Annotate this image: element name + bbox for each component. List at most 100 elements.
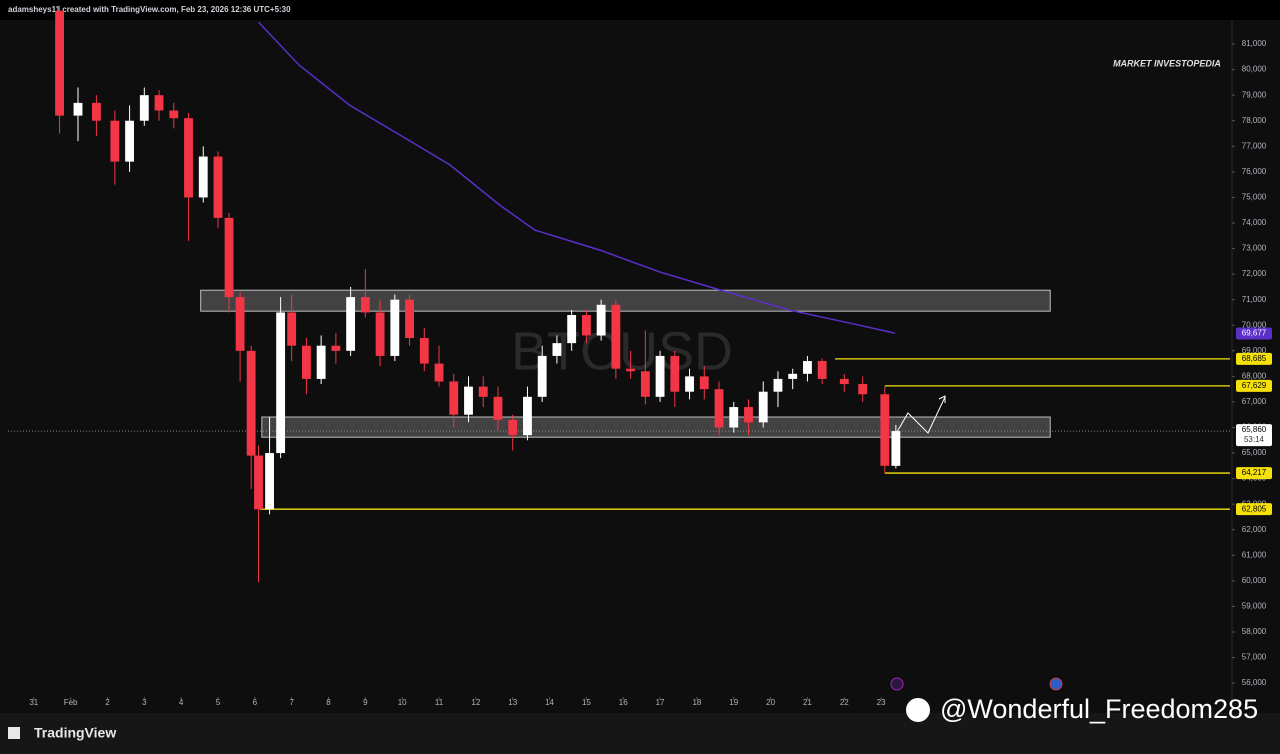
candle-body (405, 299, 414, 339)
y-tick-label: 72,000 (1242, 269, 1267, 278)
ma-tag (1236, 327, 1272, 340)
x-tick-label: Feb (64, 698, 78, 707)
x-tick-label: 2 (105, 698, 110, 707)
y-tick-label: 81,000 (1242, 39, 1267, 48)
candle-body (611, 304, 621, 369)
candle-body (478, 386, 488, 397)
candle-body (508, 419, 518, 436)
x-tick-label: 11 (435, 698, 444, 707)
candle-body (254, 455, 263, 510)
symbol-watermark: BTCUSD (511, 321, 733, 381)
ma-tag-label: 69,677 (1242, 329, 1267, 338)
level-tag (1236, 503, 1272, 516)
x-tick-label: 9 (363, 698, 368, 707)
x-tick-label: 31 (29, 698, 38, 707)
zone (261, 416, 1051, 438)
y-tick-label: 78,000 (1242, 116, 1267, 125)
candle-body (73, 102, 83, 116)
candle-body (184, 118, 193, 198)
candle-body (670, 355, 680, 392)
y-tick-label: 59,000 (1242, 602, 1267, 611)
x-tick-label: 3 (142, 698, 147, 707)
y-tick-label: 77,000 (1242, 141, 1267, 150)
event-icon[interactable] (890, 677, 904, 691)
candle-body (265, 453, 274, 510)
x-tick-label: 21 (803, 698, 812, 707)
candle-body (276, 312, 286, 454)
candle-body (360, 297, 370, 313)
x-tick-label: 23 (877, 698, 886, 707)
y-tick-label: 68,000 (1242, 371, 1267, 380)
candle-body (773, 378, 783, 392)
last-price-label: 65,860 (1242, 425, 1267, 434)
y-tick-label: 57,000 (1242, 653, 1267, 662)
level-tag (1236, 352, 1272, 365)
candle-body (154, 95, 164, 111)
candle-body (655, 355, 665, 397)
level-tag-label: 62,805 (1242, 504, 1267, 513)
candle-body (449, 381, 459, 415)
level-tag-label: 67,629 (1242, 381, 1267, 390)
y-tick-label: 56,000 (1242, 678, 1267, 687)
candle-body (788, 373, 798, 379)
x-tick-label: 22 (840, 698, 849, 707)
y-tick-label: 70,000 (1242, 320, 1267, 329)
candle-body (224, 217, 234, 298)
arrow-head (938, 395, 946, 403)
y-tick-label: 58,000 (1242, 627, 1267, 636)
candle-body (493, 396, 503, 420)
candle-body (110, 120, 120, 162)
x-tick-label: 6 (253, 698, 258, 707)
last-price-tag (1236, 424, 1272, 447)
candle-body (685, 376, 694, 392)
y-tick-label: 62,000 (1242, 525, 1267, 534)
y-tick-label: 67,000 (1242, 397, 1267, 406)
y-tick-label: 71,000 (1242, 295, 1267, 304)
candle-body (744, 407, 753, 423)
flag-icon[interactable] (1049, 677, 1063, 691)
level-tag (1236, 467, 1272, 480)
x-tick-label: 14 (545, 698, 554, 707)
candle-body (125, 120, 134, 162)
x-tick-label: 15 (582, 698, 591, 707)
candle-body (699, 376, 709, 390)
candle-body (375, 312, 385, 356)
candle-body (714, 389, 724, 428)
candle-body (464, 386, 473, 415)
candle-body (891, 431, 901, 466)
x-tick-label: 17 (656, 698, 665, 707)
header-bar (0, 0, 1280, 20)
level-tag-label: 68,685 (1242, 354, 1267, 363)
candle-body (346, 297, 356, 351)
candle-body (331, 345, 341, 351)
x-tick-label: 13 (508, 698, 517, 707)
level-tag (1236, 379, 1272, 392)
header-text: adamsheys11 created with TradingView.com… (8, 5, 291, 14)
x-tick-label: 19 (729, 698, 738, 707)
y-tick-label: 76,000 (1242, 167, 1267, 176)
y-tick-label: 80,000 (1242, 65, 1267, 74)
candle-body (880, 394, 890, 466)
candle-body (758, 391, 768, 423)
candle-body (626, 368, 636, 372)
candle-body (169, 110, 179, 119)
candle-body (316, 345, 326, 379)
x-tick-label: 4 (179, 698, 184, 707)
countdown: 53:14 (1244, 435, 1265, 444)
candle-body (552, 343, 562, 356)
candle-body (301, 345, 311, 379)
x-tick-label: 18 (692, 698, 701, 707)
candle-body (640, 371, 650, 397)
candle-body (581, 315, 591, 336)
x-tick-label: 16 (619, 698, 628, 707)
candle-body (839, 378, 849, 385)
candle-body (91, 102, 101, 121)
y-tick-label: 60,000 (1242, 576, 1267, 585)
y-tick-label: 73,000 (1242, 244, 1267, 253)
candle-body (817, 361, 827, 379)
candle-body (139, 95, 149, 121)
footer-bar (0, 713, 1280, 754)
footer-watermark: @Wonderful_Freedom285 (940, 694, 1258, 724)
